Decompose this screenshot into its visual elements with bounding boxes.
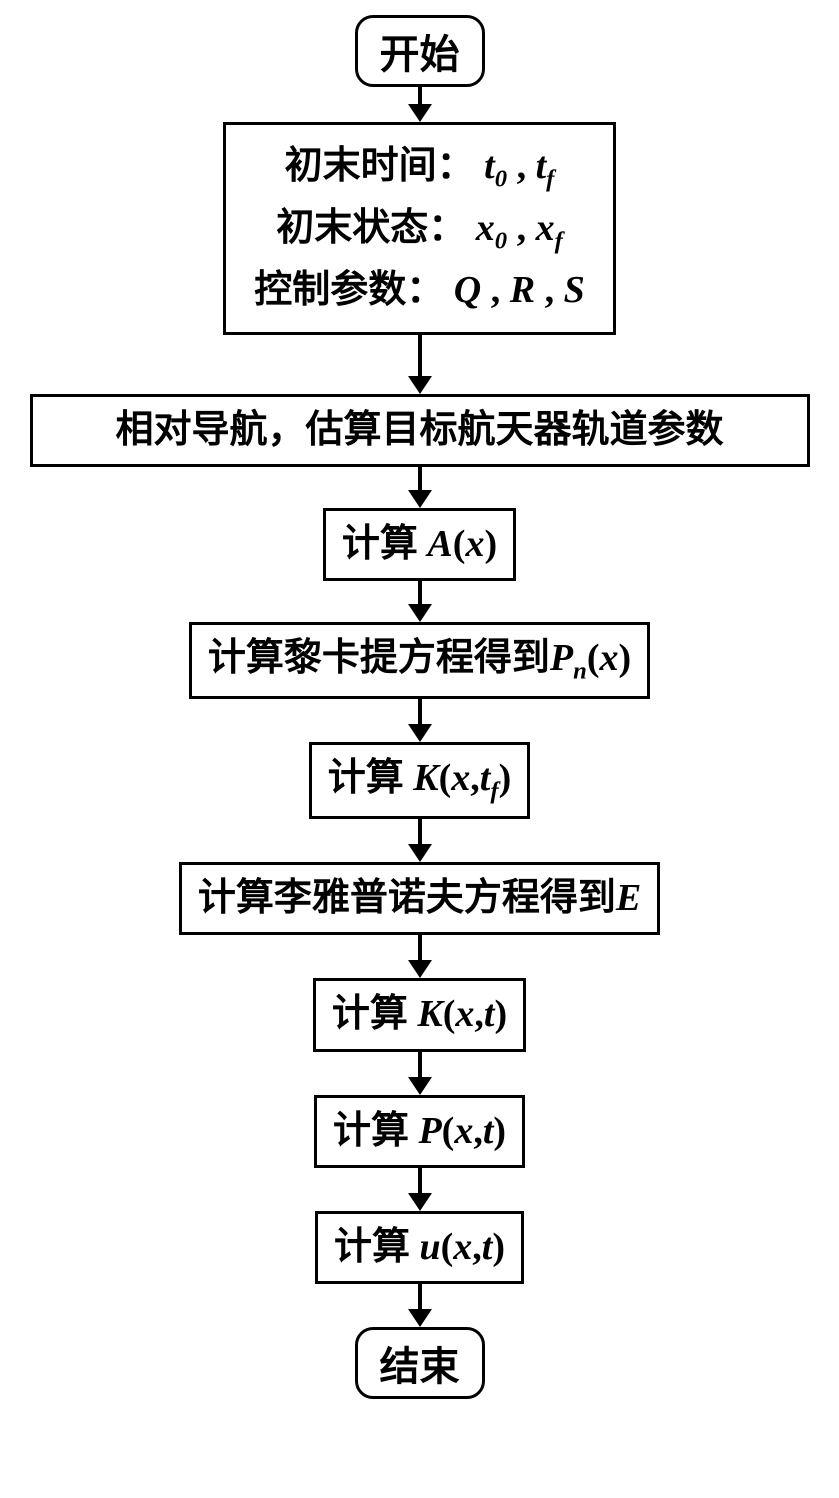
arrow-2 (408, 335, 432, 394)
end-terminal: 结束 (355, 1327, 485, 1399)
arrow-1 (408, 87, 432, 122)
calc-k-t-box: 计算 K(x,t) (313, 978, 526, 1051)
nav-text: 相对导航，估算目标航天器轨道参数 (115, 405, 723, 456)
params-line2: 初末状态： x0 , xf (276, 199, 563, 261)
params-box: 初末时间： t0 , tf 初末状态： x0 , xf 控制参数： Q , R … (223, 122, 615, 335)
calc-p-t-box: 计算 P(x,t) (314, 1095, 525, 1168)
arrow-4 (408, 581, 432, 622)
arrow-8 (408, 1052, 432, 1095)
arrow-7 (408, 935, 432, 978)
flowchart-container: 开始 初末时间： t0 , tf 初末状态： x0 , xf 控制参数： Q ,… (30, 15, 810, 1399)
riccati-box: 计算黎卡提方程得到Pn(x) (189, 622, 650, 699)
calc-a-box: 计算 A(x) (323, 508, 516, 581)
end-label: 结束 (380, 1334, 460, 1392)
arrow-6 (408, 819, 432, 862)
arrow-9 (408, 1168, 432, 1211)
params-line3: 控制参数： Q , R , S (254, 261, 584, 320)
params-line1: 初末时间： t0 , tf (285, 137, 555, 199)
lyapunov-box: 计算李雅普诺夫方程得到E (179, 862, 660, 935)
start-label: 开始 (380, 22, 460, 80)
calc-k-tf-box: 计算 K(x,tf) (309, 742, 530, 819)
start-terminal: 开始 (355, 15, 485, 87)
nav-box: 相对导航，估算目标航天器轨道参数 (30, 394, 810, 467)
arrow-3 (408, 467, 432, 508)
arrow-10 (408, 1284, 432, 1327)
calc-u-t-box: 计算 u(x,t) (315, 1211, 524, 1284)
arrow-5 (408, 699, 432, 742)
